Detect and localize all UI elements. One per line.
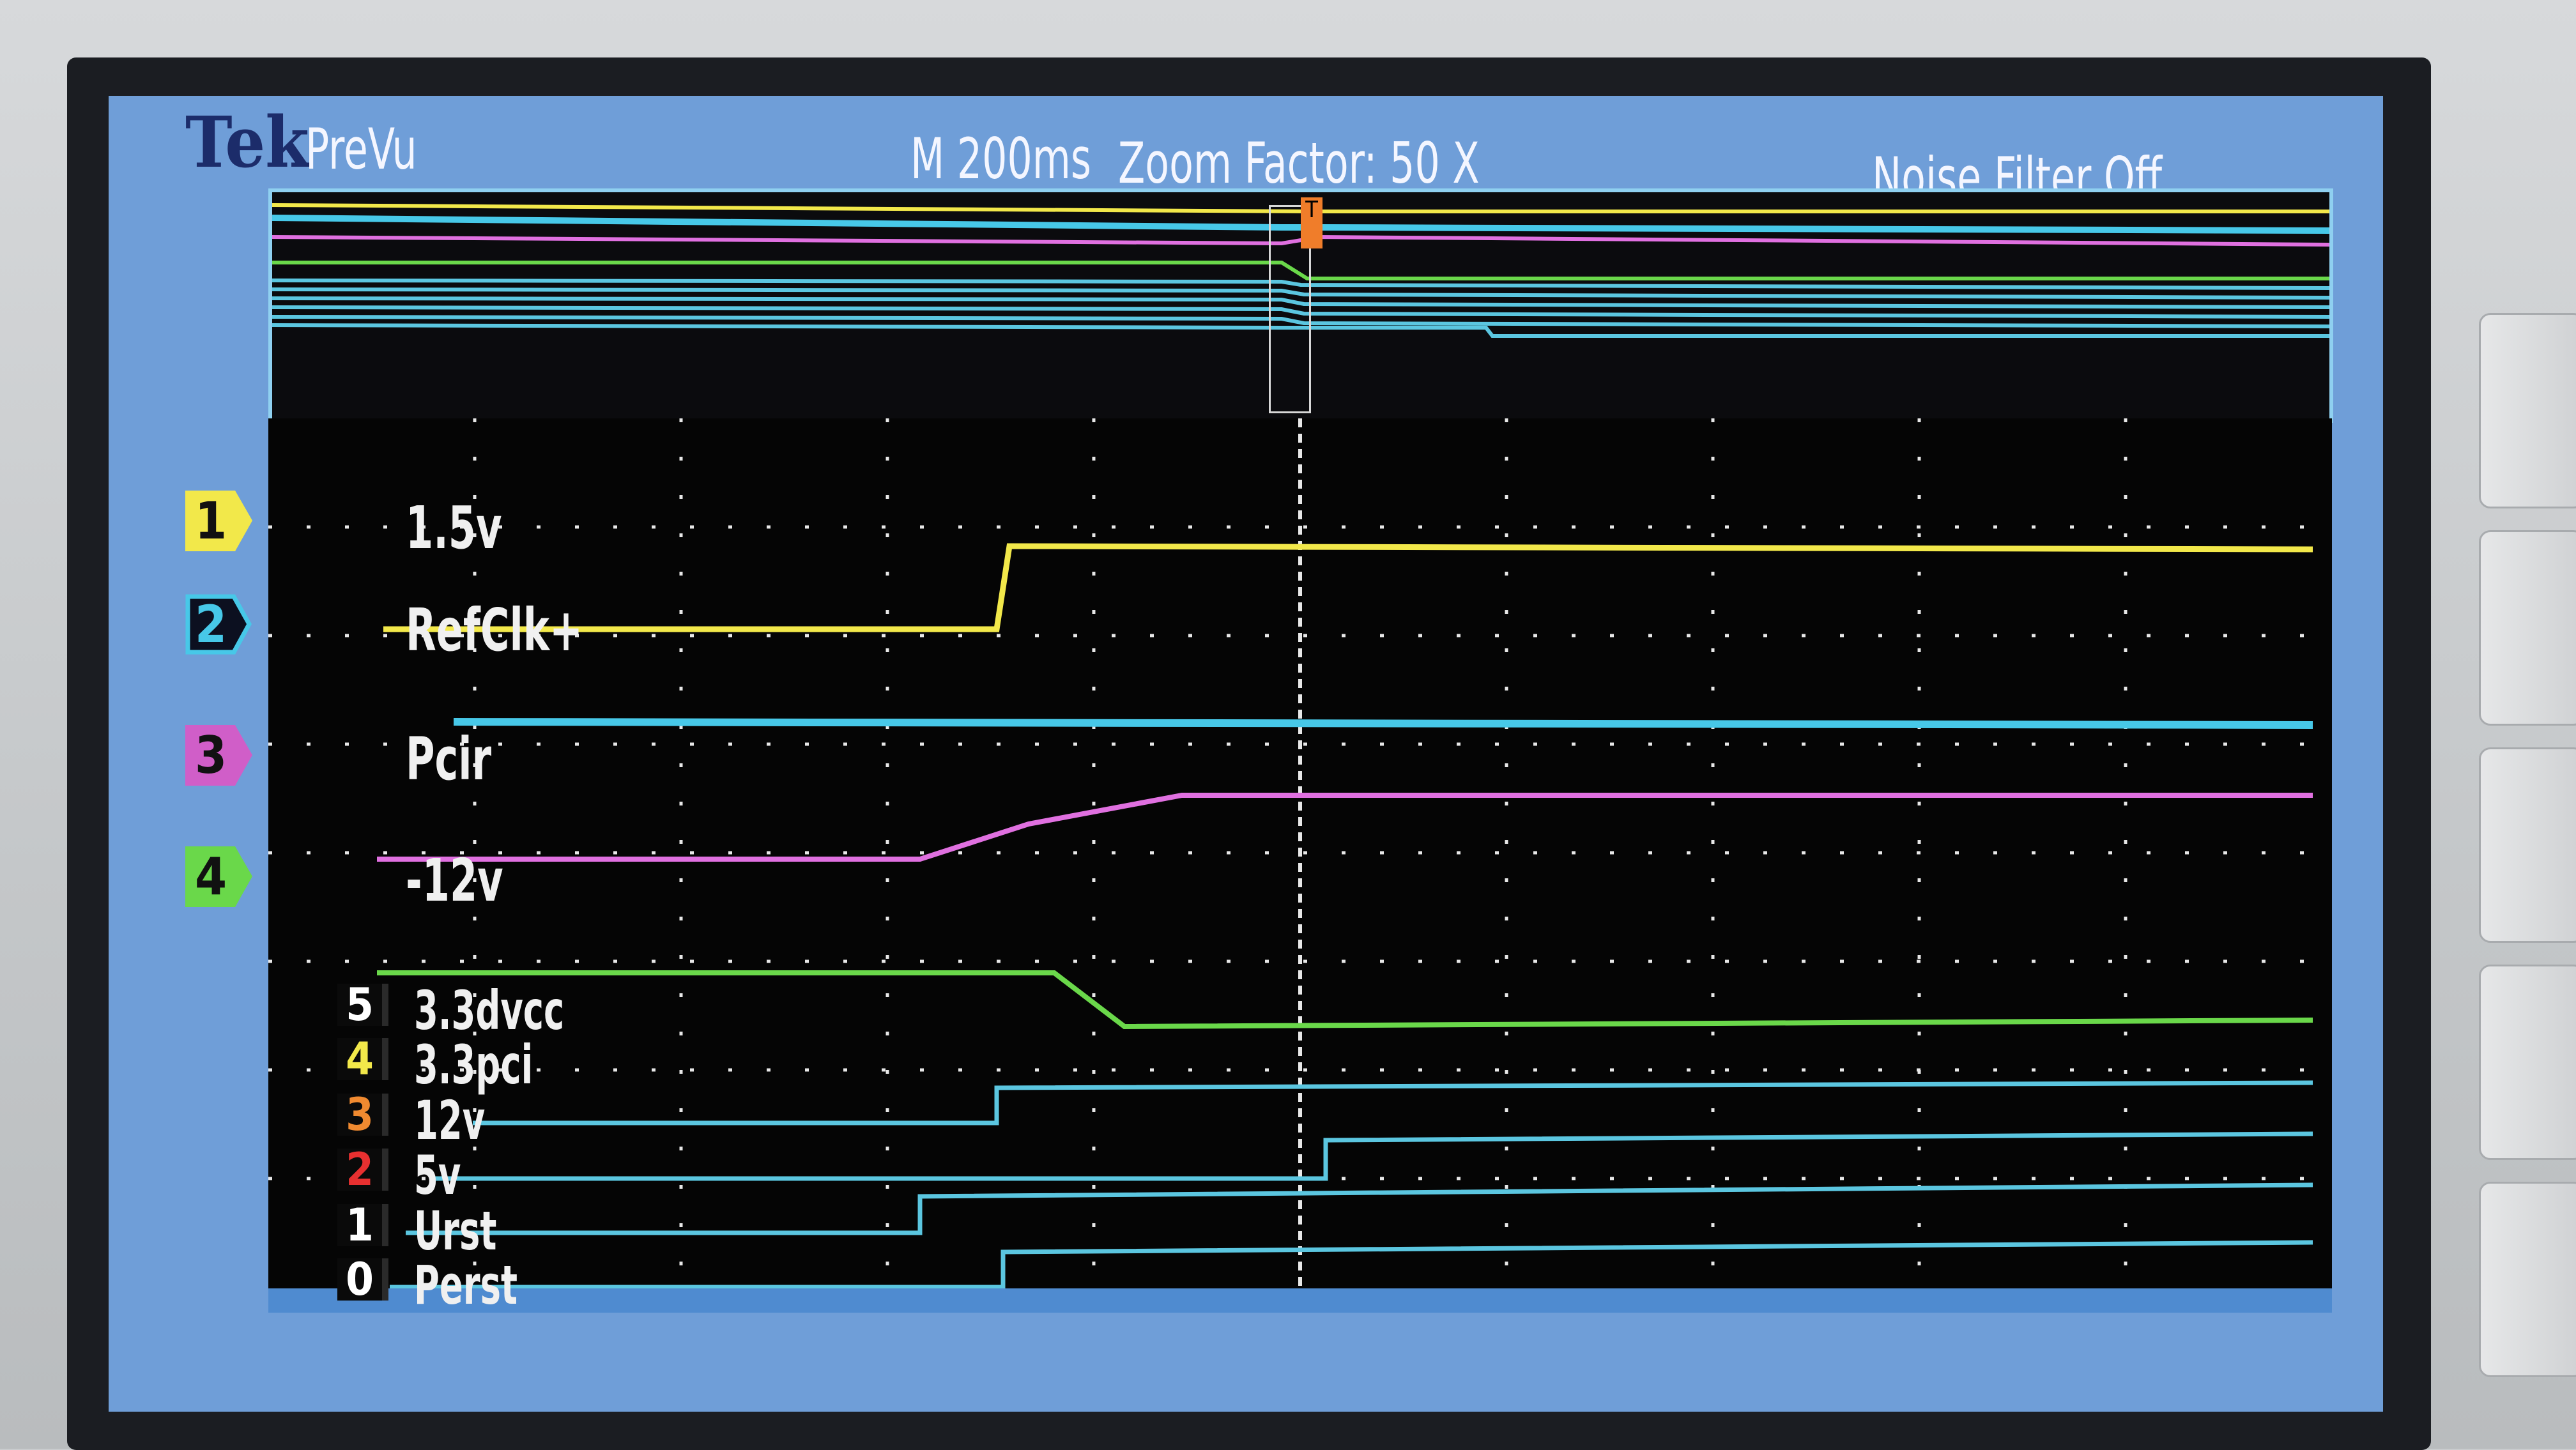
d0-marker[interactable]: 0: [337, 1257, 388, 1302]
scope-screen: Tek PreVu M 200ms Zoom Factor: 50 X Nois…: [109, 96, 2383, 1412]
side-softkey-5[interactable]: [2479, 1182, 2576, 1377]
d5-marker[interactable]: 5: [337, 982, 388, 1027]
overview-trace-d1: [272, 315, 2329, 328]
overview-trace-d3: [272, 296, 2329, 309]
ch3-label: Pcir: [406, 725, 492, 793]
ch3-marker[interactable]: 3: [185, 725, 252, 786]
trace-d2: [390, 1240, 2313, 1288]
zoomed-waveform-panel: [268, 418, 2332, 1288]
acquisition-mode: PreVu: [305, 116, 417, 182]
d2-marker[interactable]: 2: [337, 1147, 388, 1192]
ch1-marker[interactable]: 1: [185, 491, 252, 551]
trace-ch2: [453, 718, 2313, 729]
overview-trigger-marker: T: [1301, 197, 1322, 248]
trace-ch1: [383, 543, 2313, 632]
trace-d4: [434, 1131, 2313, 1181]
d0-label: Perst: [414, 1254, 518, 1316]
overview-trace-d2: [272, 305, 2329, 319]
overview-trace-d0: [272, 323, 2329, 338]
ch2-label: RefClk+: [406, 596, 583, 664]
timebase-readout: M 200ms: [910, 126, 1092, 192]
d1-marker[interactable]: 1: [337, 1203, 388, 1248]
side-softkey-1[interactable]: [2479, 313, 2576, 508]
side-softkey-3[interactable]: [2479, 747, 2576, 943]
trace-ch3: [377, 793, 2313, 862]
graticule: [268, 418, 2332, 1288]
d3-label: 12v: [414, 1089, 486, 1152]
d5-label: 3.3dvcc: [414, 979, 565, 1042]
d4-marker[interactable]: 4: [337, 1037, 388, 1081]
overview-trace-ch4: [272, 261, 2329, 280]
overview-trace-d4: [272, 287, 2329, 300]
trace-ch4: [377, 970, 2313, 1030]
overview-trace-d5: [272, 279, 2329, 290]
ch2-marker[interactable]: 2: [185, 594, 252, 655]
side-softkey-2[interactable]: [2479, 530, 2576, 726]
overview-traces: [272, 203, 2329, 338]
overview-waveform-panel: T: [268, 188, 2333, 423]
ch4-marker[interactable]: 4: [185, 846, 252, 907]
status-bar: [268, 1288, 2332, 1313]
ch1-label: 1.5v: [406, 494, 502, 562]
d2-label: 5v: [414, 1144, 461, 1207]
trace-d5: [473, 1080, 2313, 1126]
brand-logo: Tek: [185, 101, 309, 183]
d1-label: Urst: [414, 1200, 497, 1262]
zoom-factor-readout: Zoom Factor: 50 X: [1118, 130, 1480, 196]
d3-marker[interactable]: 3: [337, 1092, 388, 1137]
d4-label: 3.3pci: [414, 1034, 533, 1096]
side-softkey-4[interactable]: [2479, 965, 2576, 1160]
zoom-window-indicator[interactable]: [1269, 205, 1311, 413]
trace-d3: [406, 1182, 2313, 1235]
ch4-label: -12v: [406, 846, 503, 915]
